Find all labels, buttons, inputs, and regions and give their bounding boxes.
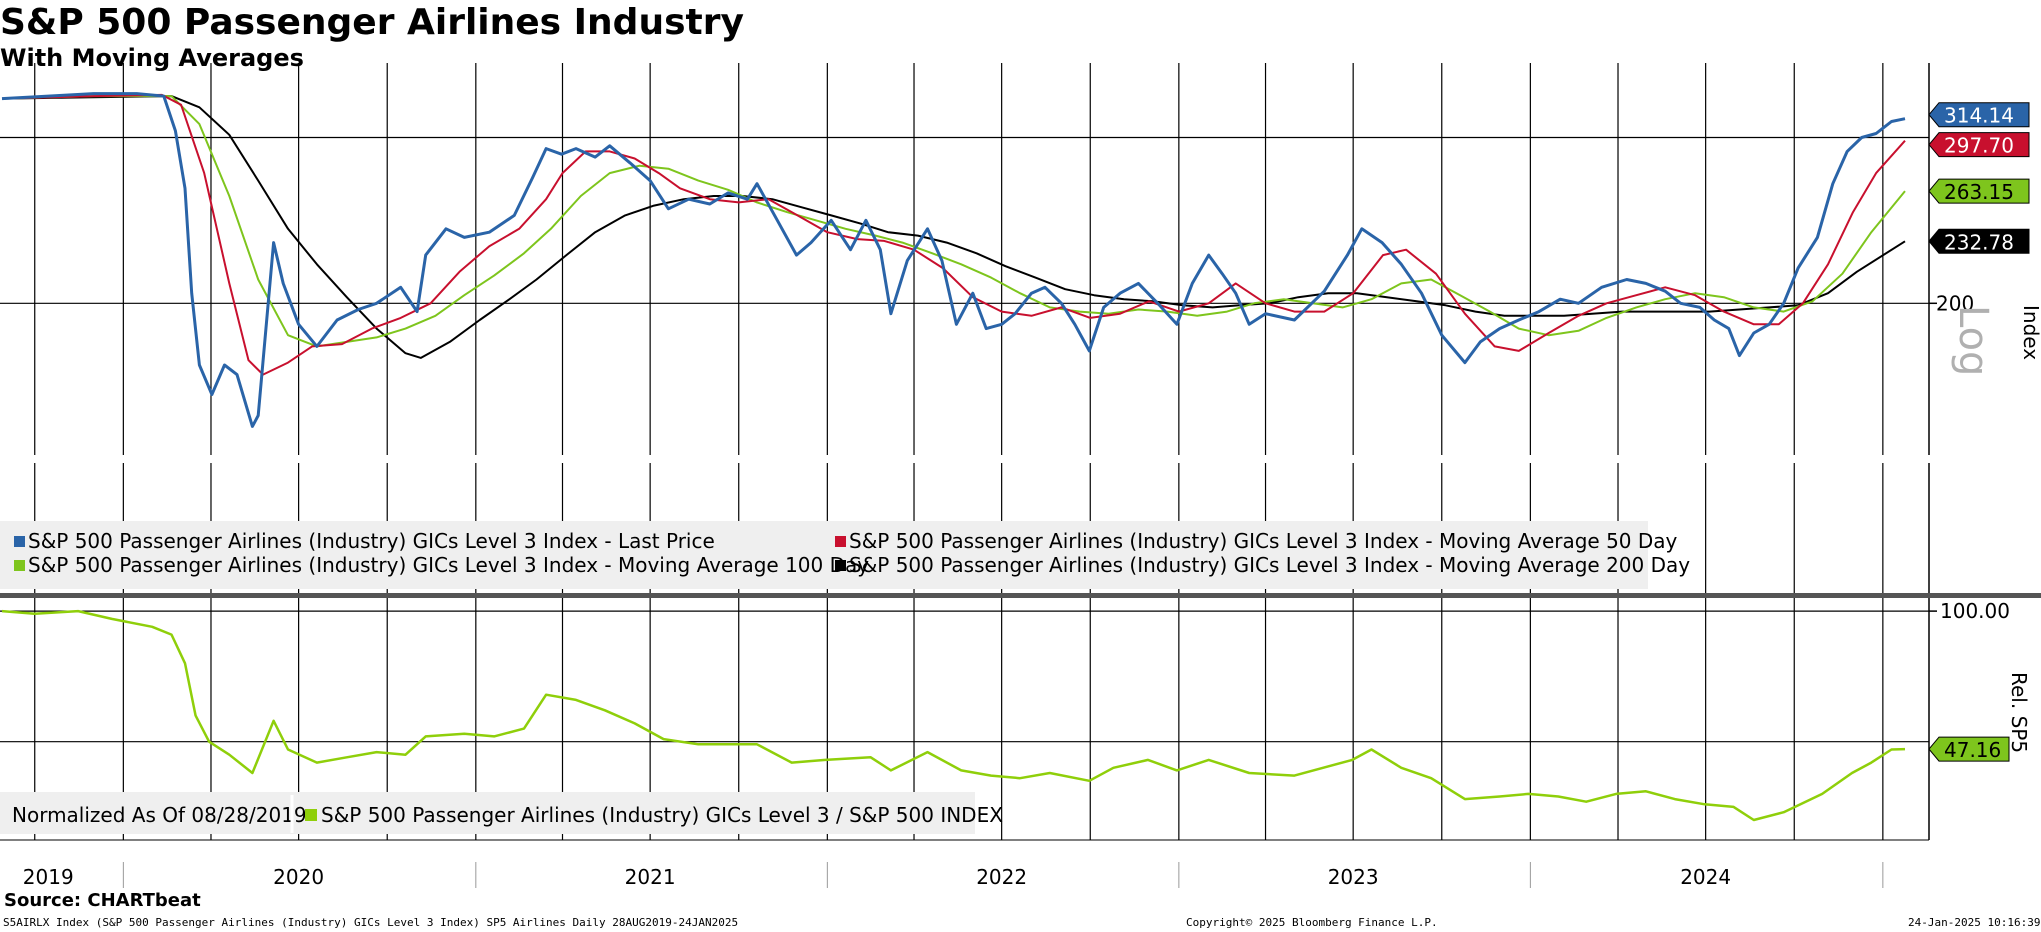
legend-entry: S&P 500 Passenger Airlines (Industry) GI…	[849, 553, 1690, 577]
chart-subtitle: With Moving Averages	[0, 44, 304, 72]
legend-swatch	[14, 536, 25, 547]
ma50-value: 297.70	[1944, 134, 2014, 158]
ma50-tag: 297.70	[1928, 132, 2030, 158]
legend-swatch	[305, 809, 317, 821]
x-tick-label: 2020	[273, 865, 324, 889]
x-tick-label: 2022	[976, 865, 1027, 889]
x-tick-label: 2019	[23, 865, 74, 889]
legend-entry: S&P 500 Passenger Airlines (Industry) GI…	[28, 553, 869, 577]
relative-value-tag: 47.16	[1928, 736, 2010, 762]
series-line-ma200	[1, 95, 1906, 359]
x-tick-label: 2023	[1328, 865, 1379, 889]
footer-copyright: Copyright© 2025 Bloomberg Finance L.P.	[1186, 916, 1438, 929]
last-price-value: 314.14	[1944, 104, 2014, 128]
upper-legend: S&P 500 Passenger Airlines (Industry) GI…	[0, 521, 1690, 589]
chart-title: S&P 500 Passenger Airlines Industry	[0, 2, 744, 43]
legend-entry: S&P 500 Passenger Airlines (Industry) GI…	[321, 803, 1003, 827]
relative-value: 47.16	[1944, 738, 2001, 762]
ma200-value: 232.78	[1944, 230, 2014, 254]
lower-gridlines	[0, 463, 1929, 840]
legend-background	[0, 792, 975, 834]
ma200-tag: 232.78	[1928, 228, 2030, 254]
legend-swatch	[835, 560, 846, 571]
x-tick-label: 2024	[1680, 865, 1731, 889]
ma100-value: 263.15	[1944, 180, 2014, 204]
footer-series-info: S5AIRLX Index (S&P 500 Passenger Airline…	[3, 916, 739, 929]
last-price-tag: 314.14	[1928, 102, 2030, 128]
y-tick-label: 100.00	[1940, 599, 2010, 623]
source-note: Source: CHARTbeat	[4, 890, 201, 911]
series-line-last-price	[1, 92, 1906, 428]
panel-separator[interactable]	[0, 593, 2041, 598]
log-scale-label: Log	[1950, 305, 1996, 376]
x-axis: 2019 2020 2021 2022 2023 2024	[23, 862, 1884, 889]
series-line-relative	[1, 609, 1906, 822]
footer-timestamp: 24-Jan-2025 10:16:39	[1908, 916, 2041, 929]
normalized-note: Normalized As Of 08/28/2019	[12, 803, 307, 827]
legend-entry: S&P 500 Passenger Airlines (Industry) GI…	[28, 529, 715, 553]
legend-swatch	[14, 560, 25, 571]
legend-entry: S&P 500 Passenger Airlines (Industry) GI…	[849, 529, 1678, 553]
lower-y-axis-label: Rel. SP5	[2007, 672, 2031, 753]
legend-background	[0, 521, 1648, 589]
legend-swatch	[835, 536, 846, 547]
y-axis-label: Index	[2019, 305, 2041, 360]
series-line-ma100	[1, 95, 1906, 348]
y-tick-label: 200	[1936, 291, 1974, 315]
upper-gridlines	[0, 63, 1929, 455]
x-tick-label: 2021	[625, 865, 676, 889]
ma100-tag: 263.15	[1928, 178, 2030, 204]
lower-legend: Normalized As Of 08/28/2019 S&P 500 Passe…	[0, 792, 1003, 834]
